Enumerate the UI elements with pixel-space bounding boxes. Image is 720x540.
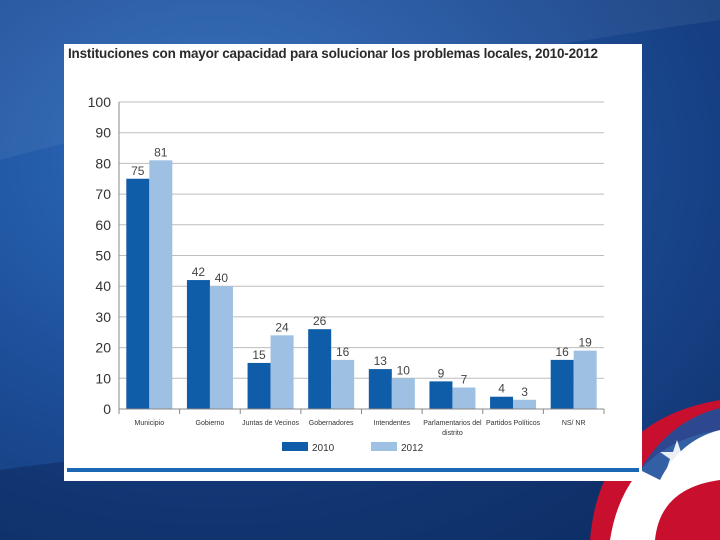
data-label: 16 <box>556 345 570 359</box>
y-tick-label: 20 <box>95 340 111 356</box>
data-label: 13 <box>374 354 388 368</box>
x-tick-label: Municipio <box>135 420 165 427</box>
bar-2012 <box>331 359 355 409</box>
x-tick-label: Partidos Políticos <box>486 420 541 427</box>
bar-2010 <box>368 369 392 409</box>
x-tick-label: distrito <box>442 430 463 437</box>
x-tick-label: Gobernadores <box>309 420 354 427</box>
y-tick-label: 50 <box>95 248 111 264</box>
y-tick-label: 70 <box>95 186 111 202</box>
legend-swatch-2012 <box>371 442 397 451</box>
legend-label-2010: 2010 <box>312 443 335 454</box>
bar-2012 <box>149 160 173 409</box>
data-label: 42 <box>192 265 206 279</box>
data-label: 16 <box>336 345 350 359</box>
y-tick-label: 0 <box>103 401 111 417</box>
y-tick-label: 80 <box>95 155 111 171</box>
x-tick-label: Juntas de Vecinos <box>242 420 299 427</box>
data-label: 15 <box>252 348 266 362</box>
chart-card: Instituciones con mayor capacidad para s… <box>64 44 642 481</box>
data-label: 40 <box>215 271 229 285</box>
legend-label-2012: 2012 <box>401 443 424 454</box>
bar-2010 <box>429 381 453 409</box>
bar-2012 <box>513 399 537 409</box>
x-tick-label: Parlamentarios del <box>423 420 482 427</box>
bar-2010 <box>308 329 332 409</box>
data-label: 24 <box>275 320 289 334</box>
data-label: 9 <box>438 366 445 380</box>
x-tick-label: Gobierno <box>196 420 225 427</box>
y-tick-label: 30 <box>95 309 111 325</box>
bar-2010 <box>186 280 210 409</box>
bar-2012 <box>452 387 476 409</box>
y-tick-label: 60 <box>95 217 111 233</box>
data-label: 19 <box>579 336 593 350</box>
data-label: 75 <box>131 164 145 178</box>
bar-2010 <box>550 359 574 409</box>
bar-2010 <box>247 362 271 409</box>
x-tick-label: NS/ NR <box>562 420 586 427</box>
bar-2012 <box>391 378 415 409</box>
bar-2012 <box>270 335 294 409</box>
bar-2012 <box>209 286 233 409</box>
data-label: 10 <box>397 363 411 377</box>
chart-title: Instituciones con mayor capacidad para s… <box>68 46 598 61</box>
footer-accent-bar <box>67 468 639 472</box>
x-tick-label: Intendentes <box>374 420 411 427</box>
y-tick-label: 90 <box>95 125 111 141</box>
bar-2010 <box>126 178 150 409</box>
legend-swatch-2010 <box>282 442 308 451</box>
bar-2012 <box>573 350 597 409</box>
data-label: 7 <box>461 373 468 387</box>
data-label: 4 <box>498 382 505 396</box>
bar-chart: 0 10 20 30 40 50 60 70 80 90 100 75 81 Municipio 42 40 G… <box>88 94 605 454</box>
data-label: 26 <box>313 314 327 328</box>
data-label: 3 <box>521 385 528 399</box>
y-tick-label: 40 <box>95 278 111 294</box>
bar-2010 <box>490 396 514 409</box>
data-label: 81 <box>154 145 168 159</box>
flag-emblem-icon <box>590 400 720 540</box>
y-tick-label: 10 <box>95 370 111 386</box>
y-tick-label: 100 <box>88 94 112 110</box>
